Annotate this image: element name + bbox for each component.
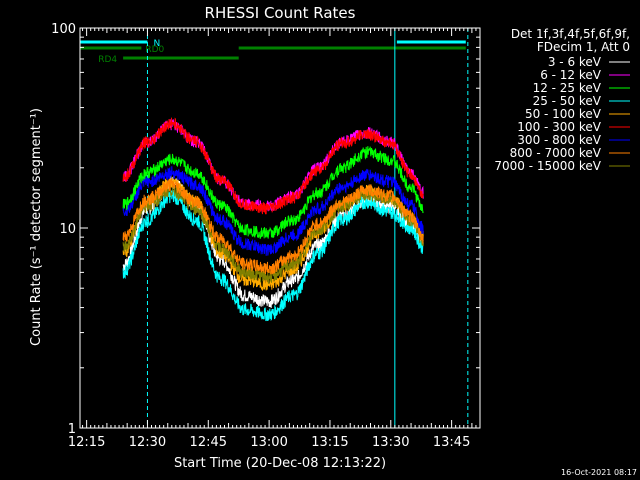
x-tick-label-0: 12:15 <box>68 435 105 450</box>
legend-header-line-1: Det 1f,3f,4f,5f,6f,9f, <box>511 27 630 41</box>
legend-label-6: 300 - 800 keV <box>517 133 601 147</box>
series-line-6 <box>122 166 424 256</box>
x-tick-label-2: 12:45 <box>190 435 227 450</box>
legend-label-4: 50 - 100 keV <box>525 107 602 121</box>
series-line-2 <box>122 146 424 239</box>
y-tick-label-2: 100 <box>51 22 76 37</box>
flag-label-rd4: RD4 <box>98 55 117 65</box>
series-line-4 <box>122 176 424 291</box>
chart-title: RHESSI Count Rates <box>205 4 356 22</box>
chart-legend: Det 1f,3f,4f,5f,6f,9f, FDecim 1, Att 0 3… <box>494 27 630 173</box>
legend-label-7: 800 - 7000 keV <box>510 146 602 160</box>
plot-axes: 12:15 12:30 12:45 13:00 13:15 13:30 13:45 1 10 10… <box>51 22 481 450</box>
x-tick-label-1: 12:30 <box>129 435 166 450</box>
y-tick-label-0: 1 <box>68 422 76 437</box>
x-tick-label-3: 13:00 <box>250 435 287 450</box>
legend-label-1: 6 - 12 keV <box>540 68 602 82</box>
legend-label-3: 25 - 50 keV <box>533 94 602 108</box>
legend-label-5: 100 - 300 keV <box>517 120 601 134</box>
generation-timestamp: 16-Oct-2021 08:17 <box>561 468 637 477</box>
x-tick-label-6: 13:45 <box>433 435 470 450</box>
legend-label-2: 12 - 25 keV <box>533 81 602 95</box>
y-tick-label-1: 10 <box>59 222 76 237</box>
flag-label-n: N <box>153 39 160 49</box>
series-line-5 <box>122 117 424 215</box>
legend-label-8: 7000 - 15000 keV <box>494 159 601 173</box>
x-axis-label: Start Time (20-Dec-08 12:13:22) <box>174 456 386 471</box>
y-axis-label: Count Rate (s⁻¹ detector segment⁻¹) <box>29 108 44 346</box>
x-tick-label-4: 13:15 <box>311 435 348 450</box>
x-tick-label-5: 13:30 <box>372 435 409 450</box>
legend-header-line-2: FDecim 1, Att 0 <box>537 40 630 54</box>
flag-label-rd0: RD0 <box>145 45 164 55</box>
series-layer <box>122 117 424 322</box>
series-line-7 <box>122 177 424 275</box>
series-line-3 <box>122 190 424 322</box>
legend-label-0: 3 - 6 keV <box>548 55 602 69</box>
